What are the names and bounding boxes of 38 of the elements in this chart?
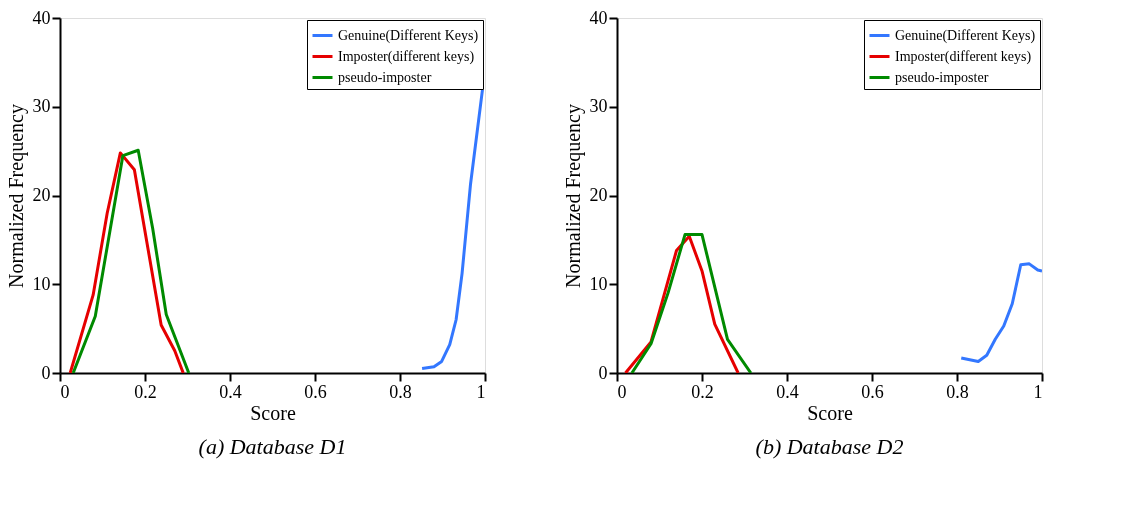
x-axis-title: Score: [807, 401, 853, 424]
y-tick-label: 0: [41, 362, 51, 383]
legend-label: pseudo-imposter: [338, 69, 432, 85]
y-tick-label: 20: [32, 185, 51, 205]
y-tick-label: 20: [589, 185, 608, 205]
y-tick-label: 30: [589, 96, 608, 117]
x-tick-label: 0.2: [691, 381, 714, 402]
y-tick-label: 10: [32, 273, 51, 294]
line-series: [630, 233, 753, 373]
y-axis-title: Normalized Frequency: [561, 104, 585, 288]
legend-label: pseudo-imposter: [895, 69, 989, 85]
y-axis-title: Normalized Frequency: [4, 104, 28, 288]
text: (a) Database D1: [198, 434, 347, 459]
legend-label: Genuine(Different Keys): [895, 27, 1036, 44]
x-tick-label: 0.2: [134, 381, 157, 402]
y-tick-label: 40: [589, 7, 608, 28]
x-tick-label: 0: [617, 381, 627, 402]
x-tick-label: 0.4: [776, 381, 799, 402]
legend-label: Genuine(Different Keys): [338, 27, 479, 44]
text: (b) Database D2: [755, 434, 904, 459]
x-tick-label: 0: [60, 381, 70, 402]
x-tick-label: 1: [1033, 381, 1043, 402]
line-series: [624, 234, 740, 373]
x-tick-label: 1: [476, 381, 486, 402]
x-axis-title: Score: [250, 401, 296, 424]
x-tick-label: 0.4: [219, 381, 242, 402]
y-tick-label: 30: [32, 96, 51, 117]
line-series: [959, 262, 1042, 363]
x-tick-label: 0.6: [304, 381, 327, 402]
legend-label: Imposter(different keys): [338, 48, 475, 65]
legend-label: Imposter(different keys): [895, 48, 1032, 65]
y-tick-label: 40: [32, 7, 51, 28]
x-tick-label: 0.8: [946, 381, 969, 402]
y-tick-label: 10: [589, 273, 608, 294]
line-series: [420, 88, 484, 371]
x-tick-label: 0.8: [389, 381, 412, 402]
y-tick-label: 0: [598, 362, 608, 383]
x-tick-label: 0.6: [861, 381, 884, 402]
